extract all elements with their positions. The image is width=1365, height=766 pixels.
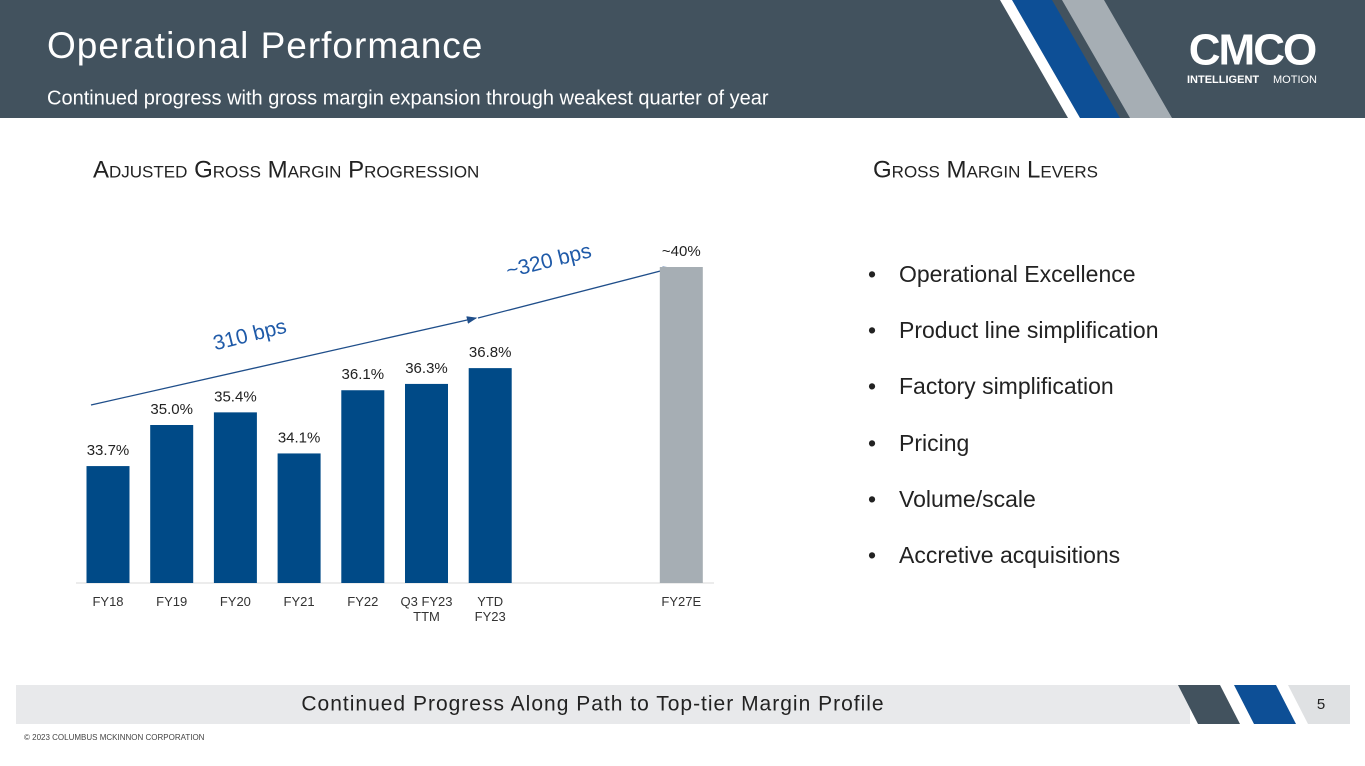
stripe — [1288, 685, 1350, 724]
lever-text: Volume/scale — [899, 485, 1036, 512]
lever-text: Factory simplification — [899, 373, 1114, 400]
data-label: 36.8% — [469, 344, 512, 361]
stripe — [1110, 0, 1365, 118]
bar — [405, 383, 448, 583]
data-label: ~40% — [662, 243, 701, 260]
x-tick-label: FY21 — [283, 594, 315, 609]
x-tick-label: FY27E — [661, 594, 702, 609]
annotation: ~320 bps — [504, 239, 594, 282]
lever-item: • Pricing — [868, 430, 969, 457]
bullet: • — [868, 429, 877, 456]
data-label: 36.3% — [405, 360, 448, 377]
lever-item: • Operational Excellence — [868, 261, 1136, 288]
lever-text: Product line simplification — [899, 317, 1159, 344]
page-number: 5 — [1317, 696, 1325, 713]
bar — [213, 412, 257, 583]
slide-title: Operational Performance — [47, 25, 483, 66]
lever-text: Operational Excellence — [899, 261, 1136, 287]
data-label: 35.4% — [214, 388, 257, 405]
lever-item: • Product line simplification — [868, 317, 1159, 344]
lever-item: • Volume/scale — [868, 486, 1036, 513]
bar — [659, 267, 703, 583]
lever-text: Accretive acquisitions — [899, 542, 1121, 568]
stripe — [1178, 685, 1240, 724]
bar — [468, 368, 512, 583]
bullet: • — [868, 542, 877, 568]
footer-band — [16, 685, 1190, 724]
x-tick-label: YTD FY23 — [474, 594, 506, 624]
bar — [86, 466, 130, 583]
x-tick-label: FY18 — [92, 594, 124, 609]
logo-tagline: INTELLIGENT — [1187, 74, 1259, 86]
lever-text: Pricing — [899, 429, 970, 456]
chart-title: Adjusted Gross Margin Progression — [93, 156, 479, 183]
levers-title: Gross Margin Levers — [873, 156, 1098, 183]
logo-tagline: MOTION — [1273, 74, 1317, 86]
x-tick-label: FY22 — [347, 594, 379, 609]
data-label: 33.7% — [87, 442, 130, 459]
x-tick-label: FY19 — [156, 594, 188, 609]
bar — [150, 425, 194, 583]
stripe — [1012, 0, 1120, 118]
data-label: 35.0% — [150, 401, 193, 418]
x-tick-label: Q3 FY23 TTM — [400, 594, 453, 624]
slide-subtitle: Continued progress with gross margin exp… — [47, 87, 769, 109]
trend-arrow — [477, 266, 674, 319]
stripe — [1234, 685, 1296, 724]
trend-arrow — [90, 316, 478, 406]
lever-item: • Factory simplification — [868, 373, 1114, 400]
bar — [277, 453, 321, 583]
copyright: © 2023 COLUMBUS MCKINNON CORPORATION — [24, 733, 205, 742]
x-tick-label: FY20 — [219, 594, 251, 609]
lever-item: • Accretive acquisitions — [868, 542, 1120, 569]
annotation: 310 bps — [211, 315, 289, 355]
stripe — [1062, 0, 1172, 118]
data-label: 36.1% — [342, 366, 385, 383]
logo: CMCO — [1189, 26, 1316, 75]
data-label: 34.1% — [278, 429, 321, 446]
bullet: • — [868, 485, 877, 512]
bullet: • — [868, 317, 877, 344]
footer-text: Continued Progress Along Path to Top-tie… — [301, 693, 884, 716]
bullet: • — [868, 373, 877, 400]
bar — [341, 390, 385, 583]
bullet: • — [868, 261, 877, 287]
